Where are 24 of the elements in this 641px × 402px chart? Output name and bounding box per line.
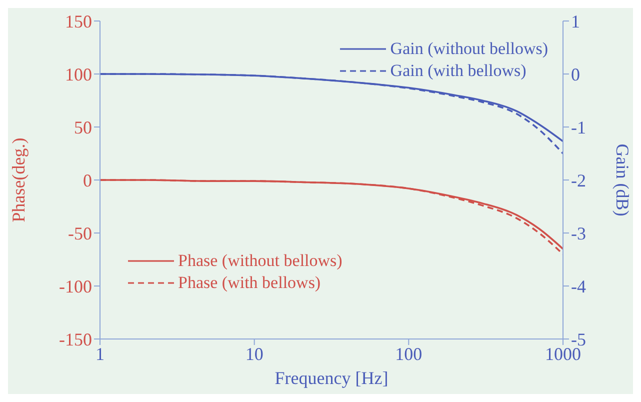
legend-label: Gain (with bellows): [390, 60, 526, 82]
legend-label: Phase (with bellows): [178, 272, 321, 294]
y-tick-label: 100: [65, 64, 92, 84]
x-axis-title: Frequency [Hz]: [274, 368, 388, 388]
y-tick-label: 150: [65, 11, 92, 32]
y2-tick-label: -2: [571, 170, 586, 190]
legend-label: Phase (without bellows): [178, 250, 342, 272]
x-tick-label: 1: [96, 344, 104, 364]
x-tick-label: 100: [395, 344, 422, 364]
y2-axis-title: Gain (dB): [612, 144, 633, 216]
legend-label: Gain (without bellows): [390, 38, 548, 60]
y-tick-label: -50: [68, 223, 92, 244]
y2-tick-label: 0: [571, 64, 580, 84]
x-tick-label: 10: [245, 344, 264, 364]
y-tick-label: 0: [83, 170, 92, 190]
y2-tick-label: -4: [571, 276, 586, 296]
y2-tick-label: -3: [571, 223, 586, 244]
y-axis-title: Phase(deg.): [8, 138, 28, 222]
y-tick-label: -150: [59, 329, 92, 350]
y2-tick-label: -1: [571, 117, 586, 138]
y-tick-label: 50: [74, 117, 92, 138]
y2-tick-label: 1: [571, 11, 580, 32]
y2-tick-label: -5: [571, 329, 586, 350]
y-tick-label: -100: [59, 276, 92, 296]
